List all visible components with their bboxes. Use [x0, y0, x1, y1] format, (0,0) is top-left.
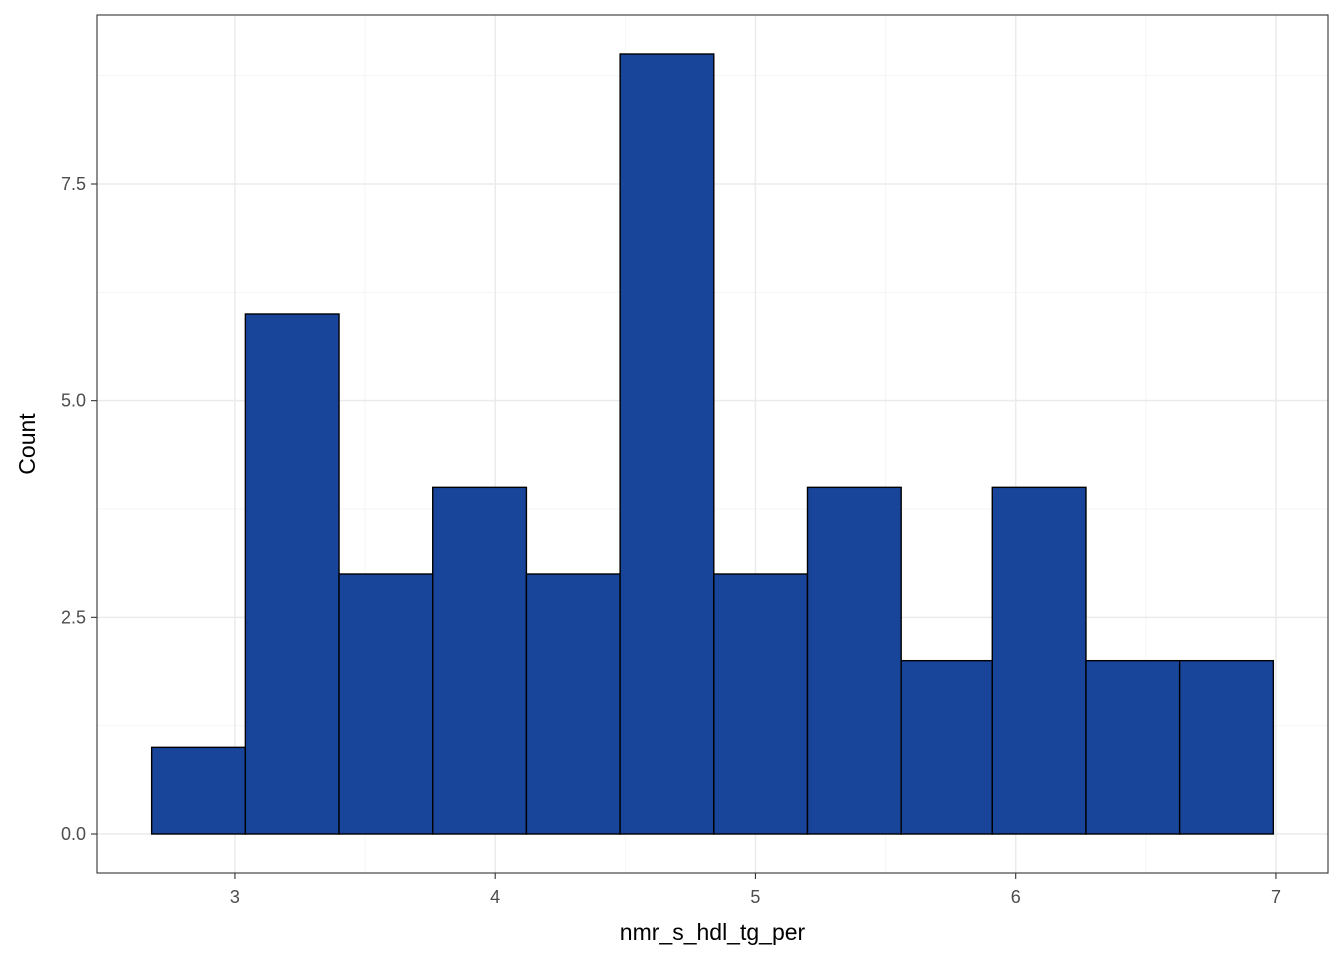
y-tick-label: 5.0: [61, 391, 86, 411]
x-tick-label: 7: [1271, 887, 1281, 907]
y-tick-label: 0.0: [61, 824, 86, 844]
histogram-bar-12: [1178, 659, 1275, 835]
axes: 3 4 5 6 7 0.0 2.5 5.0 7.5: [61, 174, 1281, 907]
y-tick-label: 7.5: [61, 174, 86, 194]
x-tick-label: 6: [1011, 887, 1021, 907]
histogram-bar-4: [432, 486, 528, 835]
histogram-bar-8: [806, 486, 902, 835]
y-tick-label: 2.5: [61, 607, 86, 627]
histogram-bar-11: [1085, 659, 1181, 835]
y-axis-title: Count: [14, 413, 40, 475]
histogram-bar-10: [991, 486, 1087, 835]
x-axis-title: nmr_s_hdl_tg_per: [620, 919, 806, 945]
histogram-bar-5: [525, 573, 621, 835]
histogram-bar-9: [900, 659, 993, 835]
histogram-bar-7: [713, 573, 809, 835]
histogram-bar-1: [150, 746, 247, 835]
histogram-bar-2: [244, 313, 340, 835]
x-tick-label: 5: [750, 887, 760, 907]
histogram-bar-3: [338, 573, 434, 835]
x-tick-label: 4: [490, 887, 500, 907]
x-tick-label: 3: [230, 887, 240, 907]
histogram-bar-6: [619, 53, 715, 835]
histogram-bars: [150, 53, 1275, 835]
panel-border: [96, 14, 1329, 874]
